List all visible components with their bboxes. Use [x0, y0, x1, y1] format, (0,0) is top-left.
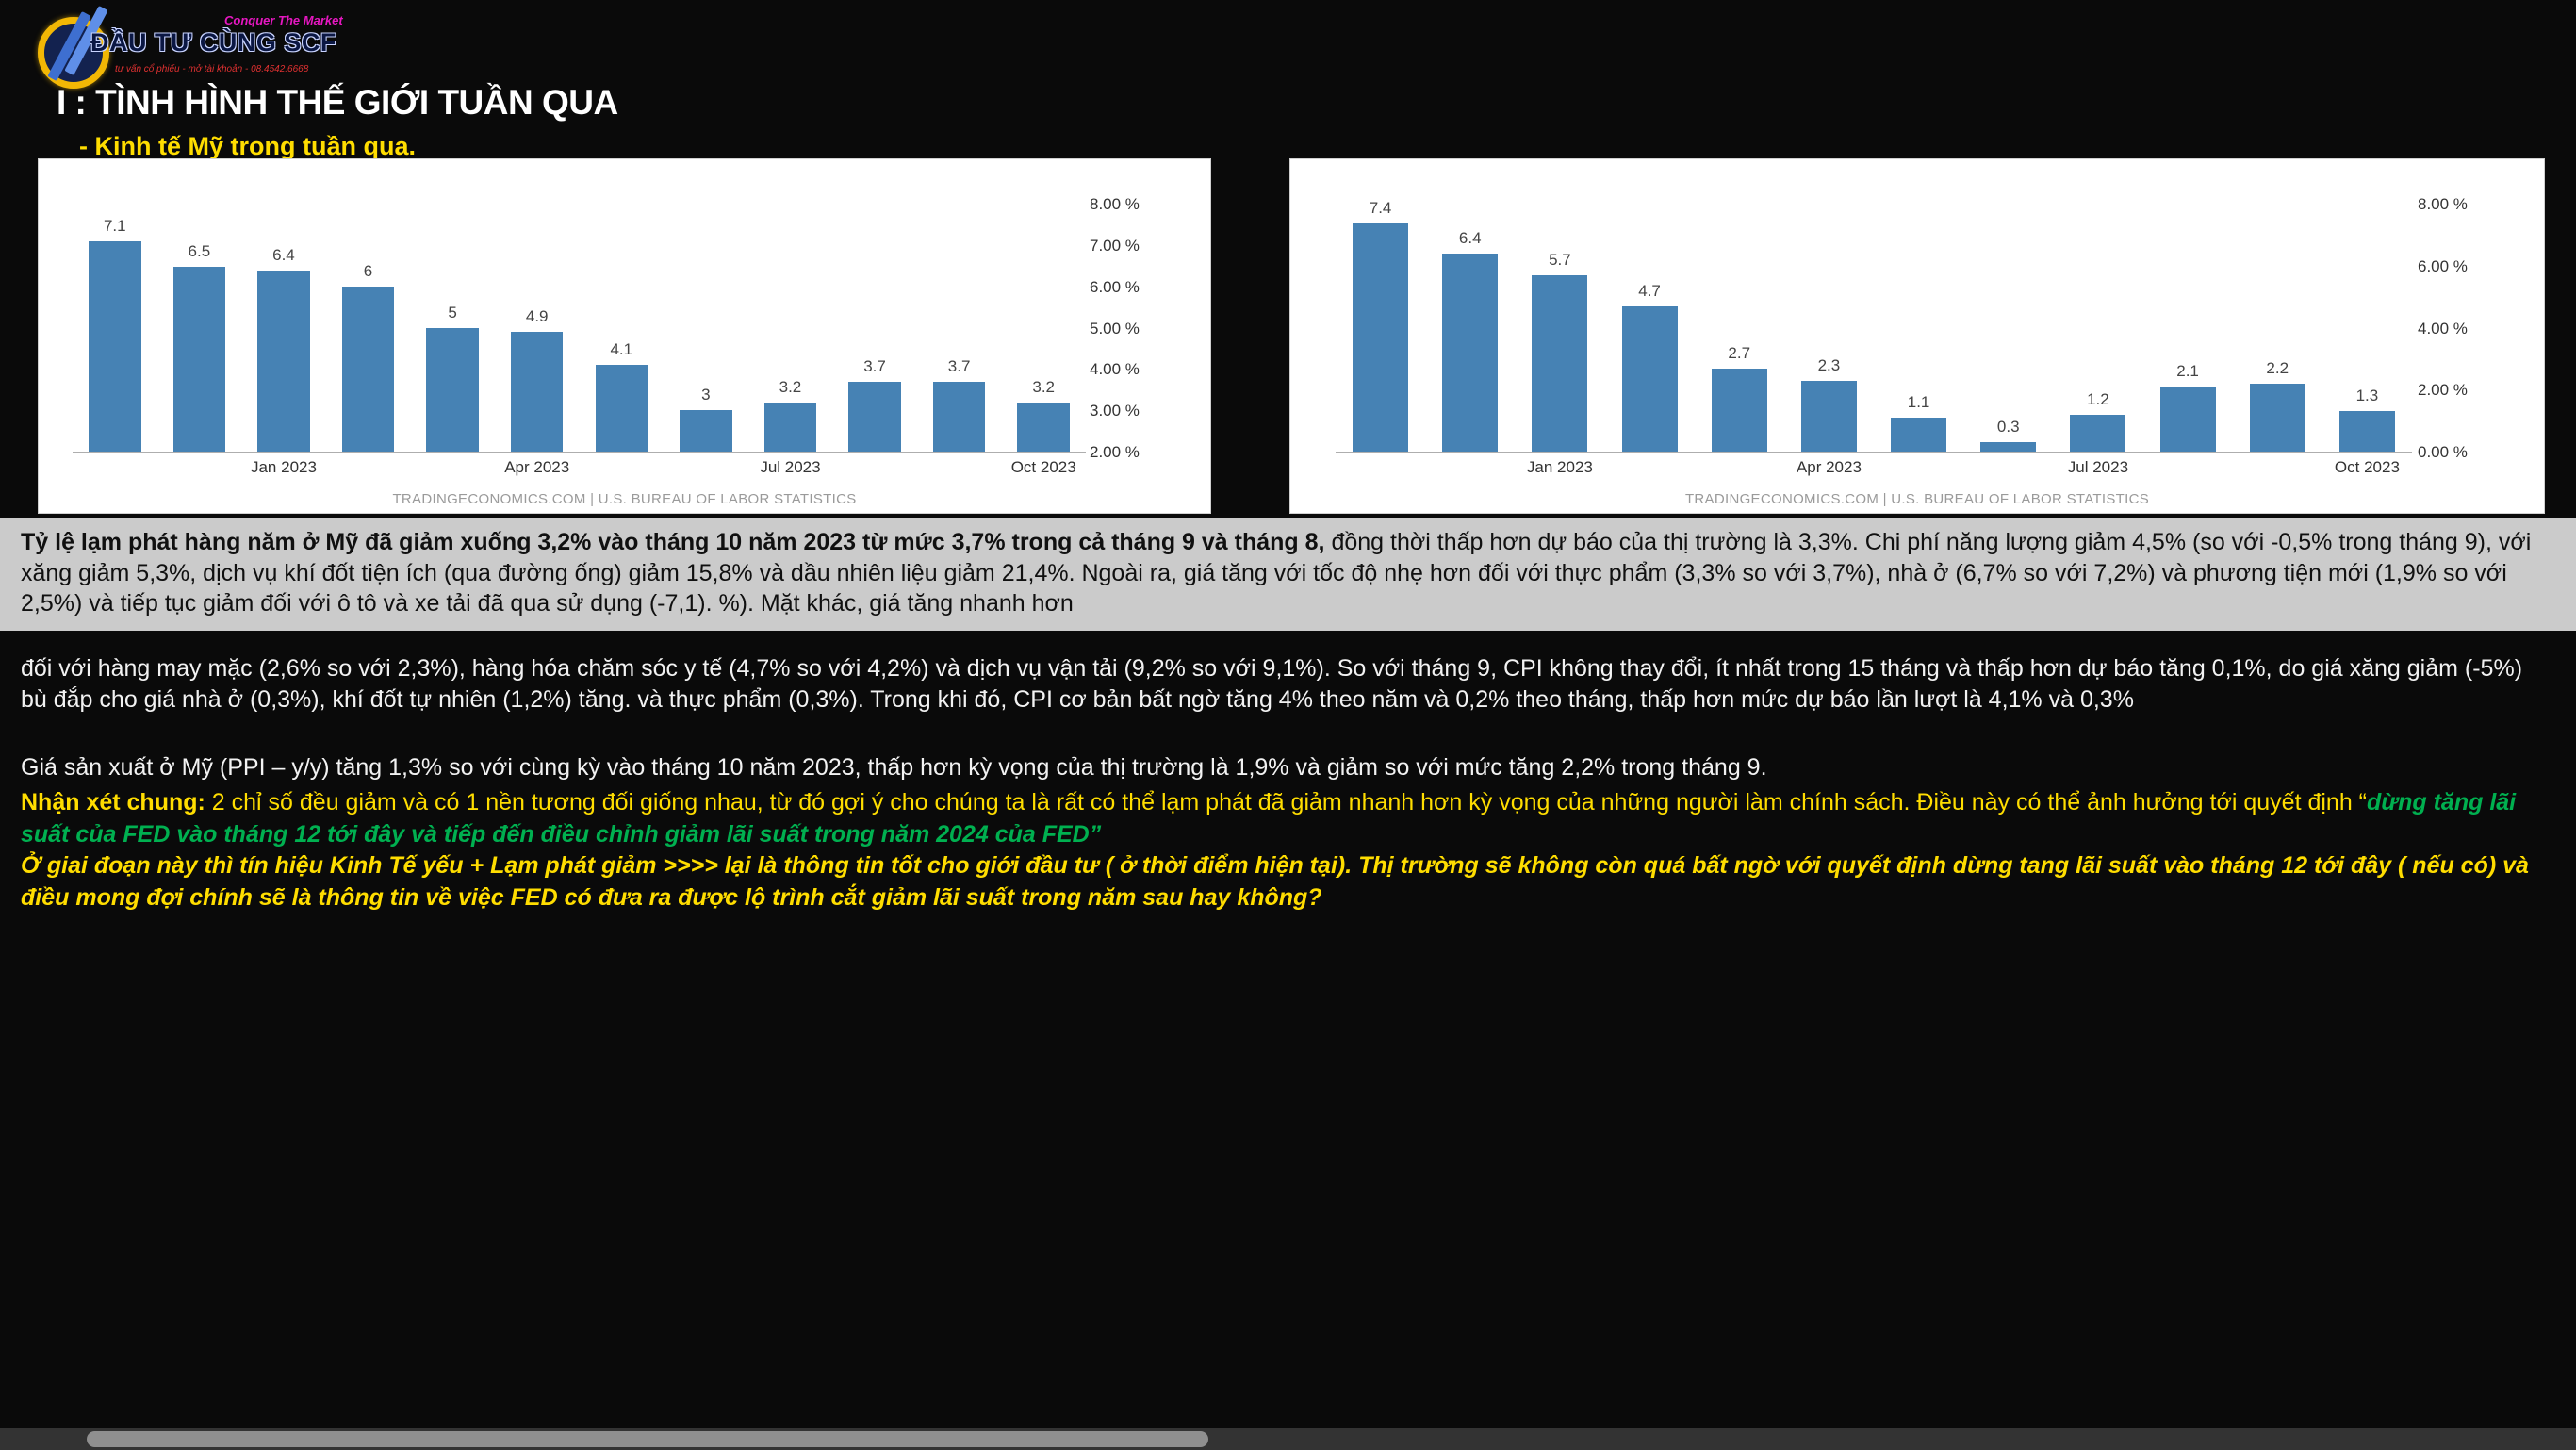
bar [341, 287, 395, 452]
chart-source: TRADINGECONOMICS.COM | U.S. BUREAU OF LA… [392, 491, 857, 507]
bar [763, 402, 817, 452]
horizontal-scrollbar[interactable] [0, 1428, 2576, 1450]
bar-value-label: 2.1 [2176, 362, 2199, 381]
bar [2338, 411, 2395, 452]
bar [1711, 368, 1767, 452]
x-axis-tick-label: Apr 2023 [504, 458, 570, 476]
bar [848, 381, 901, 452]
bar-value-label: 1.2 [2087, 389, 2109, 408]
remark-quote: dừng tăng lãi suất của FED vào tháng 12 … [21, 789, 2517, 848]
y-axis-tick-label: 7.00 % [1090, 236, 1140, 255]
x-axis-tick-label: Oct 2023 [2334, 458, 2400, 476]
x-axis-tick-label: Jul 2023 [760, 458, 821, 476]
bar-value-label: 2.3 [1817, 355, 1841, 374]
x-axis: Jan 2023 Apr 2023 Jul 2023 Oct 2023 [73, 456, 1086, 479]
bar-value-label: 3.7 [947, 356, 971, 375]
bar [932, 381, 986, 452]
x-axis-tick-label: Jan 2023 [250, 458, 317, 476]
bar [1621, 306, 1678, 452]
bar [510, 332, 564, 452]
bar [595, 365, 648, 452]
x-axis-tick-label: Apr 2023 [1796, 458, 1862, 476]
bar-value-label: 2.7 [1728, 343, 1751, 362]
plot-area: 7.1 6.5 6.4 6 5 4.9 4.1 3 3.2 3.7 3.7 3.2 [73, 205, 1086, 453]
bar [89, 241, 141, 452]
bar-value-label: 5 [448, 304, 457, 321]
bar-value-label: 2.2 [2266, 358, 2289, 377]
paragraph-ppi: Giá sản xuất ở Mỹ (PPI – y/y) tăng 1,3% … [21, 753, 1767, 781]
x-axis-tick-label: Jul 2023 [2067, 458, 2129, 476]
brand-chart-icon [36, 5, 109, 89]
y-axis-tick-label: 6.00 % [2418, 256, 2468, 275]
bar [426, 328, 479, 452]
commentary-section: đối với hàng may mặc (2,6% so với 2,3%),… [0, 631, 2576, 914]
paragraph-outlook: Ở giai đoạn này thì tín hiệu Kinh Tế yếu… [21, 852, 2529, 911]
y-axis: 8.00 % 6.00 % 4.00 % 2.00 % 0.00 % [2418, 195, 2516, 461]
summary-paragraph: Tỷ lệ lạm phát hàng năm ở Mỹ đã giảm xuố… [0, 518, 2576, 631]
bar [2249, 383, 2305, 452]
logo-tagline: Conquer The Market [224, 13, 343, 27]
bar-value-label: 3.2 [1032, 377, 1056, 396]
bar-value-label: 4.1 [610, 340, 633, 359]
bar-value-label: 3 [701, 386, 711, 404]
bar-value-label: 0.3 [1996, 418, 2020, 437]
y-axis-tick-label: 4.00 % [2418, 319, 2468, 338]
y-axis-tick-label: 6.00 % [1090, 277, 1140, 296]
section-bullet: - Kinh tế Mỹ trong tuần qua. [79, 132, 416, 160]
x-axis-tick-label: Oct 2023 [1010, 458, 1076, 476]
bar [1980, 442, 2037, 452]
bar [1353, 222, 1409, 452]
bar-value-label: 4.7 [1638, 282, 1661, 301]
bar [1532, 275, 1588, 452]
bar-value-label: 4.9 [525, 307, 549, 326]
bar [1800, 380, 1857, 452]
y-axis: 8.00 % 7.00 % 6.00 % 5.00 % 4.00 % 3.00 % 2.00… [1090, 195, 1188, 461]
bar [680, 410, 732, 452]
page-title: I : TÌNH HÌNH THẾ GIỚI TUẦN QUA [57, 83, 618, 122]
bar-value-label: 6 [363, 262, 373, 281]
ppi-inflation-chart: 7.4 6.4 5.7 4.7 2.7 2.3 1.1 0.3 1.2 2.1 2.2 1.3 8.0… [1289, 158, 2545, 514]
paragraph-remark: Nhận xét chung: 2 chỉ số đều giảm và có … [21, 787, 2553, 850]
bar-value-label: 6.5 [188, 241, 211, 260]
bar [1442, 254, 1499, 452]
bar-value-label: 1.1 [1907, 392, 1930, 411]
y-axis-tick-label: 2.00 % [1090, 443, 1140, 461]
paragraph-cpi-details: đối với hàng may mặc (2,6% so với 2,3%),… [21, 654, 2523, 714]
bar-value-label: 6.4 [272, 245, 295, 264]
bar [257, 270, 310, 452]
bar-value-label: 7.1 [103, 217, 126, 236]
bar [172, 266, 226, 452]
bar-value-label: 6.4 [1458, 229, 1482, 248]
remark-label: Nhận xét chung: [21, 789, 205, 816]
x-axis-tick-label: Jan 2023 [1526, 458, 1593, 476]
chart-source: TRADINGECONOMICS.COM | U.S. BUREAU OF LA… [1684, 491, 2150, 507]
y-axis-tick-label: 5.00 % [1090, 319, 1140, 338]
bar-value-label: 5.7 [1549, 251, 1571, 270]
bar-value-label: 3.2 [779, 377, 802, 396]
bar-value-label: 3.7 [863, 356, 886, 375]
y-axis-tick-label: 4.00 % [1090, 360, 1140, 379]
bar [2159, 387, 2216, 452]
bar [1017, 402, 1070, 452]
y-axis-tick-label: 2.00 % [2418, 381, 2468, 400]
y-axis-tick-label: 8.00 % [1090, 195, 1140, 213]
analysis-section: Tỷ lệ lạm phát hàng năm ở Mỹ đã giảm xuố… [0, 518, 2576, 914]
logo-title: ĐẦU TƯ CÙNG SCF [90, 28, 336, 57]
y-axis-tick-label: 8.00 % [2418, 195, 2468, 213]
bar-value-label: 7.4 [1369, 198, 1392, 217]
plot-area: 7.4 6.4 5.7 4.7 2.7 2.3 1.1 0.3 1.2 2.1 2.2 1.3 [1336, 199, 2412, 453]
cpi-inflation-chart: 7.1 6.5 6.4 6 5 4.9 4.1 3 3.2 3.7 3.7 3.2 8.00 % 7.0… [38, 158, 1211, 514]
bar [2070, 414, 2126, 452]
summary-bold-text: Tỷ lệ lạm phát hàng năm ở Mỹ đã giảm xuố… [21, 529, 1325, 555]
bar [1891, 417, 1947, 452]
logo: Conquer The Market ĐẦU TƯ CÙNG SCF tư vấ… [36, 5, 432, 94]
bar-value-label: 1.3 [2355, 387, 2379, 405]
y-axis-tick-label: 3.00 % [1090, 402, 1140, 420]
logo-subline: tư vấn cổ phiếu - mở tài khoản - 08.4542… [115, 64, 309, 74]
scrollbar-thumb[interactable] [87, 1431, 1208, 1447]
x-axis: Jan 2023 Apr 2023 Jul 2023 Oct 2023 [1336, 456, 2412, 479]
remark-text: 2 chỉ số đều giảm và có 1 nền tương đối … [205, 789, 2367, 816]
y-axis-tick-label: 0.00 % [2418, 443, 2468, 461]
summary-rest-text: đồng thời thấp hơn dự báo của thị trường… [21, 529, 2532, 617]
